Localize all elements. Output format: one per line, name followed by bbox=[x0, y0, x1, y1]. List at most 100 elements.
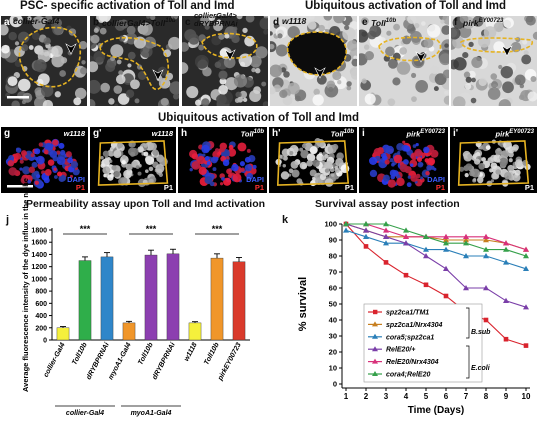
series-line bbox=[346, 223, 527, 251]
niche-outline bbox=[457, 140, 530, 186]
micrograph-panel-h: h Toll10b DAPI P1 bbox=[178, 127, 267, 193]
legend-label: RelE20/Nrx4304 bbox=[386, 359, 439, 366]
legend-bracket bbox=[466, 307, 470, 339]
x-tick-label: 1 bbox=[344, 392, 349, 401]
data-point bbox=[463, 237, 469, 243]
x-tick-label: 5 bbox=[424, 392, 429, 401]
y-tick-label: 100 bbox=[324, 220, 337, 229]
y-tick-label: 200 bbox=[35, 325, 47, 332]
tissue-texture bbox=[189, 140, 257, 187]
data-point bbox=[503, 259, 509, 265]
genotype-label: pirkEY00723 bbox=[406, 129, 445, 139]
micrograph-panel-h-prime: h' Toll10b P1 bbox=[269, 127, 357, 193]
cell-texture bbox=[359, 16, 449, 106]
x-tick-label: 6 bbox=[444, 392, 449, 401]
panel-letter-a: a bbox=[4, 17, 10, 28]
psc-outline bbox=[460, 37, 534, 53]
data-point bbox=[523, 343, 529, 348]
significance-stars: *** bbox=[146, 224, 157, 234]
data-point bbox=[423, 233, 429, 239]
legend-marker bbox=[372, 321, 378, 327]
data-point bbox=[443, 265, 449, 271]
legend-marker bbox=[373, 309, 378, 315]
stain-legend: DAPI P1 bbox=[427, 176, 445, 192]
legend-label: cora4;RelE20 bbox=[386, 372, 430, 379]
bar bbox=[166, 253, 180, 341]
panel-letter-h-prime: h' bbox=[272, 128, 281, 139]
y-tick-label: 0 bbox=[333, 380, 337, 389]
legend-marker bbox=[372, 333, 378, 339]
x-tick-label: 3 bbox=[384, 392, 389, 401]
y-axis-label: % survival bbox=[297, 277, 309, 331]
stain-p1: P1 bbox=[254, 183, 264, 192]
panel-letter-g: g bbox=[4, 128, 11, 139]
genotype-label: Toll10b bbox=[240, 129, 264, 139]
niche-outline bbox=[276, 140, 350, 186]
micrograph-panel-i: i pirkEY00723 DAPI P1 bbox=[359, 127, 448, 193]
data-point bbox=[463, 233, 469, 239]
y-tick-label: 80 bbox=[329, 252, 337, 261]
x-category-label: dRYBPRNAi bbox=[151, 341, 177, 381]
x-category-label: Toll10b bbox=[137, 341, 155, 366]
micrograph-panel-c: c bbox=[182, 16, 268, 106]
y-tick-label: 1000 bbox=[31, 276, 47, 283]
legend-label: spz2ca1/TM1 bbox=[386, 310, 429, 317]
micrograph-panel-g: g w1118 DAPI P1 bbox=[1, 127, 88, 193]
data-point bbox=[523, 253, 529, 259]
data-point bbox=[463, 240, 469, 246]
micrograph-panel-e: e bbox=[359, 16, 449, 106]
stain-p1: P1 bbox=[435, 183, 445, 192]
data-point bbox=[343, 221, 349, 227]
scale-bar bbox=[7, 96, 29, 99]
niche-outline bbox=[97, 140, 169, 186]
psc-outline bbox=[18, 26, 81, 88]
x-tick-label: 2 bbox=[364, 392, 369, 401]
genotype-label-a: collier-Gal4 bbox=[13, 16, 60, 26]
stain-legend: DAPI P1 bbox=[246, 176, 264, 192]
data-point bbox=[483, 253, 489, 259]
data-point bbox=[363, 244, 369, 249]
tissue-texture bbox=[5, 138, 80, 189]
stain-p1: P1 bbox=[344, 183, 354, 192]
header-survival: Survival assay post infection bbox=[315, 198, 460, 210]
data-point bbox=[363, 221, 369, 227]
permeability-bar-chart: 0 200 400 600 800 1000 1200 1400 1600 1800Average… bbox=[21, 178, 250, 417]
y-tick-label: 50 bbox=[329, 300, 337, 309]
legend-marker bbox=[372, 358, 378, 364]
micrograph-panel-d: d bbox=[270, 16, 357, 106]
bracket-label: B.sub bbox=[471, 329, 491, 336]
series-line bbox=[345, 223, 527, 347]
x-category-label: pirkEY00723 bbox=[217, 342, 243, 383]
legend-label: cora5;spz2ca1 bbox=[386, 334, 434, 341]
stain-dapi: DAPI bbox=[427, 175, 445, 184]
genotype-label-f: pirkEY00723 bbox=[463, 17, 504, 28]
genotype-label-b: collierGal4>Toll10b bbox=[102, 17, 176, 28]
data-point bbox=[483, 233, 489, 239]
y-tick-label: 20 bbox=[329, 348, 337, 357]
data-point bbox=[483, 246, 489, 252]
data-point bbox=[503, 246, 509, 252]
y-tick-label: 600 bbox=[35, 301, 47, 308]
y-tick-label: 90 bbox=[329, 236, 337, 245]
x-tick-label: 4 bbox=[404, 392, 409, 401]
stain-p1: P1 bbox=[163, 183, 173, 192]
bar bbox=[210, 257, 224, 341]
y-tick-label: 1600 bbox=[31, 240, 47, 247]
data-point bbox=[523, 265, 529, 271]
micrograph-panel-g-prime: g' w1118 P1 bbox=[90, 127, 176, 193]
data-point bbox=[383, 240, 389, 246]
panel-letter-c: c bbox=[185, 17, 191, 28]
scale-bar bbox=[7, 185, 33, 188]
data-point bbox=[423, 282, 429, 288]
series-line bbox=[345, 229, 527, 270]
legend-label: RelE20/+ bbox=[386, 347, 415, 354]
arrowhead-icon bbox=[415, 51, 427, 63]
data-point bbox=[463, 285, 469, 291]
group-label: collier-Gal4 bbox=[66, 410, 104, 417]
genotype-label: pirkEY00723 bbox=[495, 129, 534, 139]
cell-texture bbox=[451, 16, 537, 106]
panel-letter-g-prime: g' bbox=[93, 128, 102, 139]
panel-letter-k: k bbox=[282, 214, 289, 226]
header-ubiquitous-top: Ubiquitous activation of Toll and Imd bbox=[305, 0, 507, 12]
micrograph-panel-f: f bbox=[451, 16, 537, 106]
